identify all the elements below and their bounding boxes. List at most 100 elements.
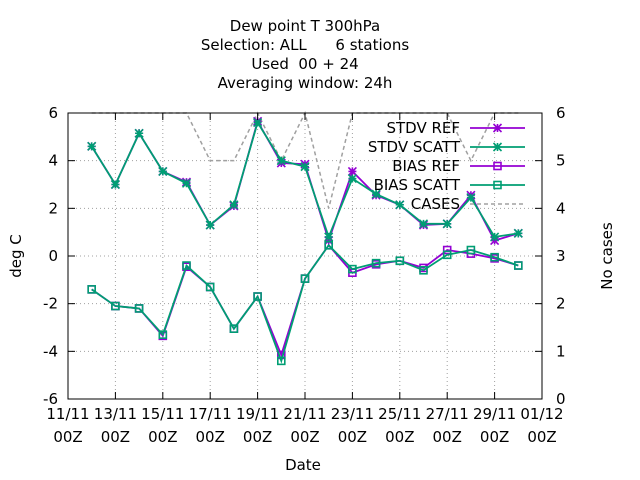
series-bias-ref <box>87 240 523 360</box>
data-point-bias-scatt <box>419 265 428 275</box>
x-tick-label-date: 19/11 <box>236 405 279 423</box>
data-point-stdv-scatt <box>442 219 452 229</box>
data-point-stdv-ref <box>347 166 357 176</box>
data-point-stdv-scatt <box>395 200 405 210</box>
y-tick-label: 4 <box>48 152 58 170</box>
y2-axis-label: No cases <box>598 222 616 290</box>
axis-ticks: -6 -4 -2 0 2 4 6 0 1 2 3 4 5 6 11/11 00Z 13/11 00Z 15/11 00… <box>43 104 566 446</box>
x-tick-label-date: 01/12 <box>520 405 563 423</box>
x-tick-label-hour: 00Z <box>527 428 556 446</box>
x-tick-label-date: 11/11 <box>46 405 89 423</box>
y-tick-label: -4 <box>43 342 58 360</box>
legend-marker-bias-scatt <box>493 180 502 190</box>
data-point-stdv-scatt <box>205 220 215 230</box>
data-point-bias-scatt <box>371 258 381 268</box>
x-tick-label-hour: 00Z <box>148 428 177 446</box>
data-point-bias-scatt <box>111 301 120 311</box>
data-point-stdv-scatt <box>253 117 263 128</box>
data-point-bias-scatt <box>466 245 476 255</box>
data-point-bias-scatt <box>513 261 523 270</box>
chart-title-line: Used 00 + 24 <box>251 55 358 73</box>
data-point-bias-scatt <box>348 264 357 274</box>
y-tick-label: 2 <box>48 199 58 217</box>
data-point-bias-scatt <box>253 292 262 301</box>
y-tick-label: 0 <box>48 247 58 265</box>
data-point-stdv-scatt <box>134 128 144 138</box>
x-tick-label-hour: 00Z <box>338 428 367 446</box>
legend-label-cases: CASES <box>411 195 460 213</box>
chart-title-line: Selection: ALL 6 stations <box>201 36 409 54</box>
x-tick-label-hour: 00Z <box>433 428 462 446</box>
x-tick-label-hour: 00Z <box>480 428 509 446</box>
data-point-bias-scatt <box>158 330 168 339</box>
x-tick-label-date: 17/11 <box>189 405 232 423</box>
data-point-stdv-scatt <box>466 193 476 203</box>
data-point-bias-ref <box>442 245 452 255</box>
x-tick-label-hour: 00Z <box>290 428 319 446</box>
x-tick-label-hour: 00Z <box>243 428 272 446</box>
legend-label-stdv-scatt: STDV SCATT <box>368 138 461 156</box>
data-point-bias-scatt <box>442 250 452 260</box>
data-point-bias-scatt <box>490 252 499 262</box>
grid <box>68 113 542 399</box>
data-point-stdv-scatt <box>158 166 168 176</box>
data-point-stdv-scatt <box>87 141 97 151</box>
x-tick-label-hour: 00Z <box>101 428 130 446</box>
series-stdv-scatt <box>87 117 523 242</box>
chart-title-line: Dew point T 300hPa <box>230 17 380 35</box>
legend-label-bias-scatt: BIAS SCATT <box>374 176 461 194</box>
x-tick-label-date: 29/11 <box>473 405 516 423</box>
data-point-stdv-scatt <box>490 232 500 242</box>
data-point-stdv-scatt <box>110 179 120 190</box>
y2-tick-label: 5 <box>556 152 566 170</box>
legend-marker-bias-ref <box>493 161 502 171</box>
data-point-stdv-scatt <box>324 232 334 242</box>
data-point-stdv-scatt <box>300 162 310 172</box>
data-point-bias-scatt <box>276 356 286 366</box>
legend-label-bias-ref: BIAS REF <box>392 157 460 175</box>
data-point-bias-scatt <box>182 261 191 270</box>
data-point-bias-scatt <box>134 304 144 313</box>
y2-tick-label: 0 <box>556 390 566 408</box>
y2-tick-label: 3 <box>556 247 566 265</box>
legend-label-stdv-ref: STDV REF <box>386 119 460 137</box>
data-point-bias-scatt <box>87 285 96 294</box>
legend-marker-stdv-scatt <box>492 142 503 152</box>
y-axis-label: deg C <box>7 234 25 278</box>
data-point-bias-scatt <box>324 240 334 250</box>
x-tick-label-date: 25/11 <box>378 405 421 423</box>
series-line-bias-scatt <box>91 243 519 364</box>
data-point-stdv-scatt <box>418 219 429 229</box>
data-point-stdv-scatt <box>347 173 357 184</box>
x-tick-label-hour: 00Z <box>385 428 414 446</box>
x-axis-label: Date <box>285 456 321 474</box>
data-point-stdv-scatt <box>229 200 239 210</box>
y2-tick-label: 6 <box>556 104 566 122</box>
data-point-stdv-scatt <box>513 228 523 238</box>
x-tick-label-date: 27/11 <box>426 405 469 423</box>
y2-tick-label: 4 <box>556 199 566 217</box>
data-point-bias-scatt <box>300 274 310 283</box>
x-tick-label-date: 21/11 <box>283 405 326 423</box>
x-tick-label-date: 23/11 <box>331 405 374 423</box>
data-point-stdv-scatt <box>181 178 192 188</box>
data-point-bias-scatt <box>229 324 239 333</box>
y-tick-label: 6 <box>48 104 58 122</box>
x-tick-label-hour: 00Z <box>53 428 82 446</box>
x-tick-label-date: 13/11 <box>94 405 137 423</box>
legend-marker-stdv-ref <box>492 123 503 133</box>
series-bias-scatt <box>87 240 523 366</box>
y2-tick-label: 2 <box>556 295 566 313</box>
data-point-bias-scatt <box>205 282 215 292</box>
x-tick-label-date: 15/11 <box>141 405 184 423</box>
y2-tick-label: 1 <box>556 342 566 360</box>
y-tick-label: -2 <box>43 295 58 313</box>
y-tick-label: -6 <box>43 390 58 408</box>
data-point-stdv-scatt <box>371 189 381 199</box>
data-point-stdv-scatt <box>276 156 286 166</box>
chart-title-line: Averaging window: 24h <box>218 74 393 92</box>
x-tick-label-hour: 00Z <box>196 428 225 446</box>
